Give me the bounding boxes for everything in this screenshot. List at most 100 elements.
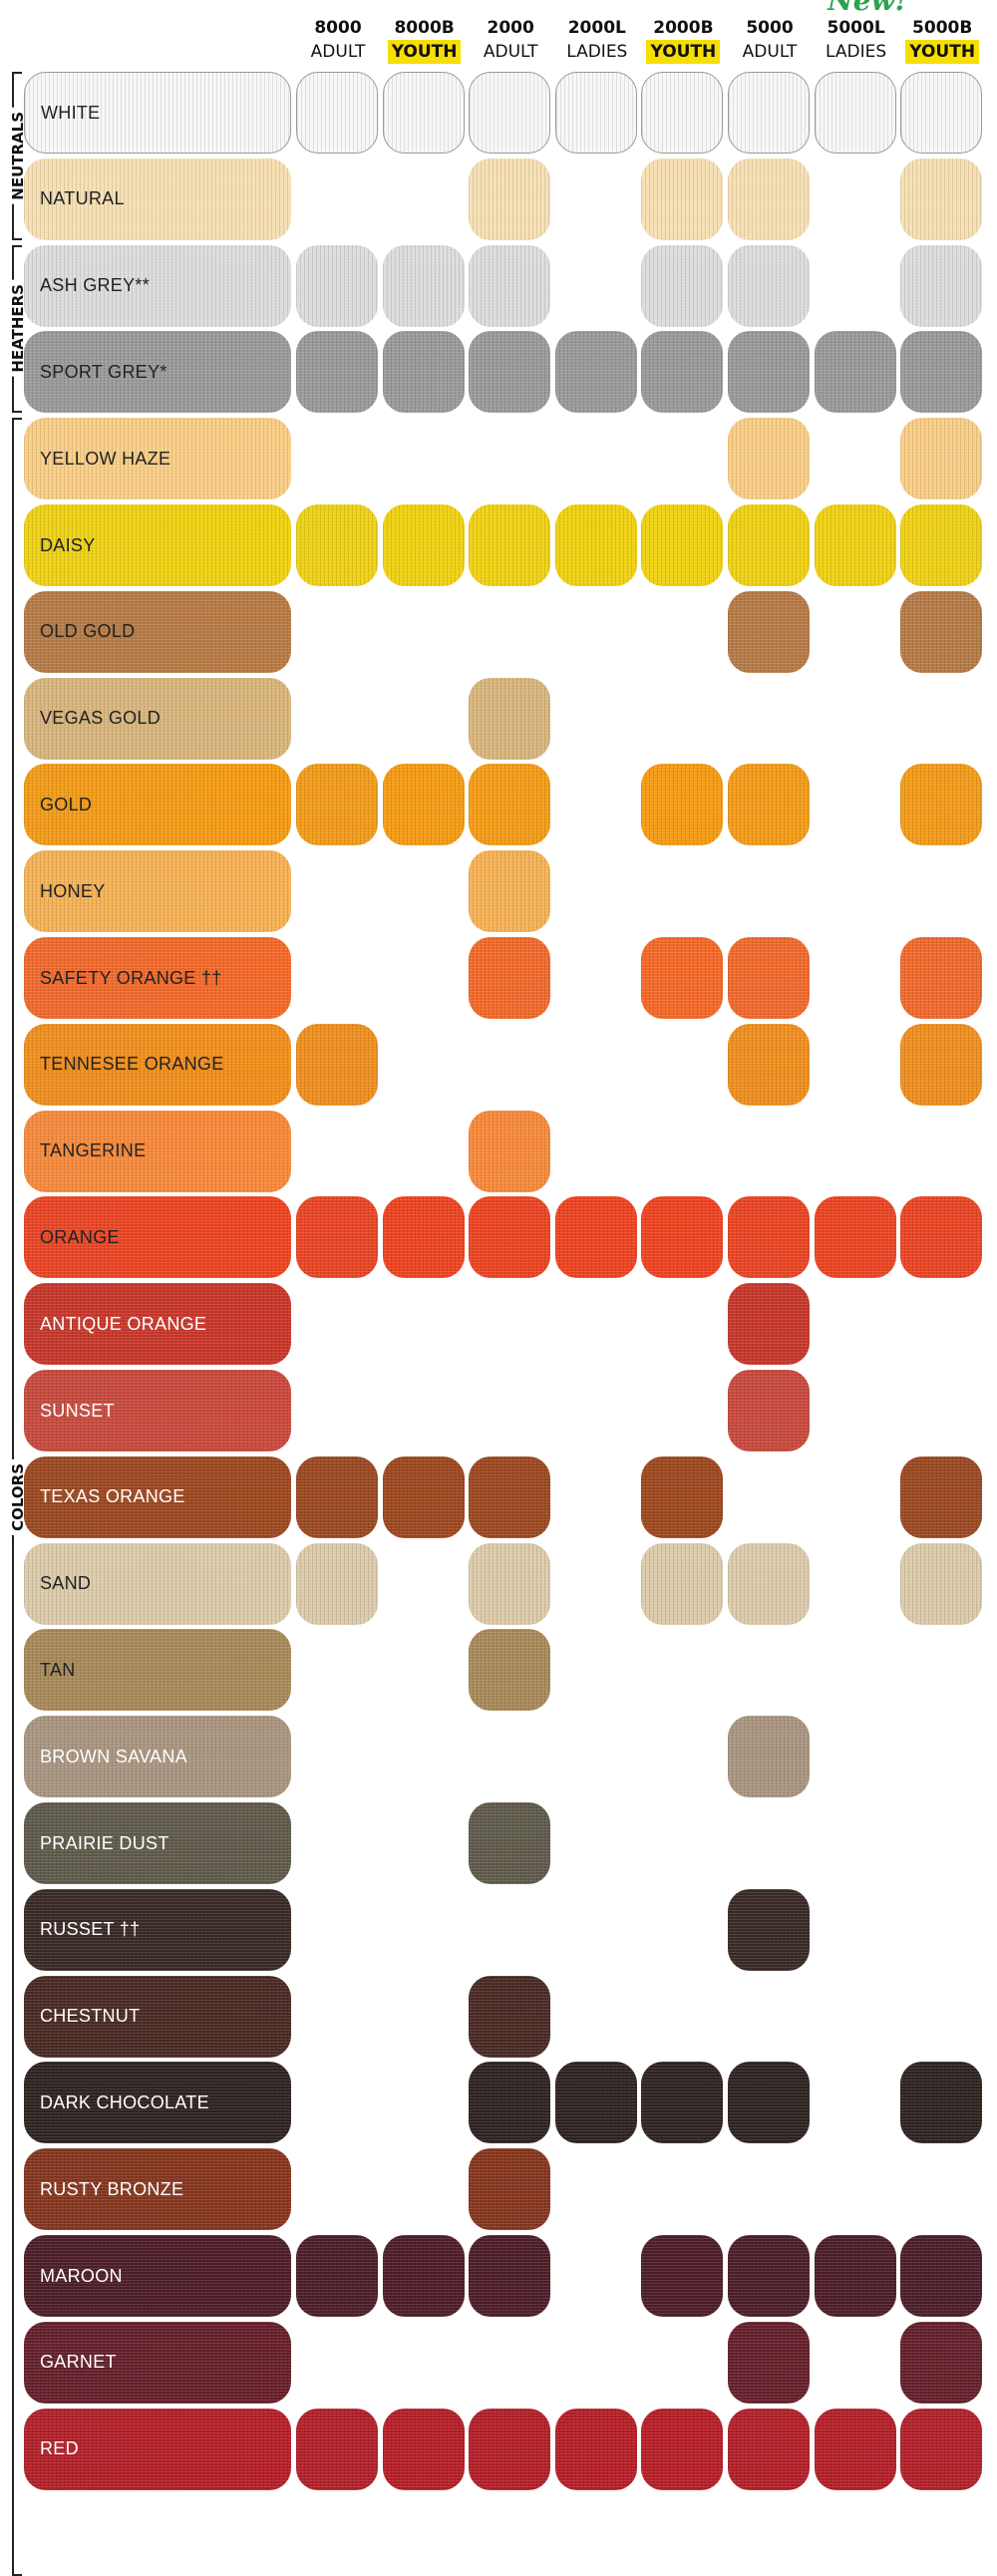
swatch-white-2000	[469, 72, 551, 154]
color-name: ASH GREY**	[40, 275, 151, 296]
swatch-tennesee-orange-8000	[296, 1023, 378, 1106]
swatch-gold-5000b	[900, 764, 983, 846]
swatch-prairie-dust-2000	[469, 1802, 551, 1884]
color-label-brown-savana: BROWN SAVANA	[24, 1716, 291, 1798]
swatch-sport-grey-5000b	[900, 331, 983, 414]
swatch-ash-grey-5000	[728, 244, 810, 327]
swatch-sport-grey-2000l	[554, 331, 637, 414]
swatch-vegas-gold-2000	[469, 677, 551, 760]
column-header-5000: 5000 ADULT	[728, 16, 812, 65]
swatch-old-gold-5000b	[900, 590, 983, 673]
swatch-sport-grey-8000b	[382, 331, 465, 414]
swatch-old-gold-5000	[728, 590, 810, 673]
swatch-sport-grey-5000l	[814, 331, 896, 414]
swatch-sand-5000	[728, 1542, 810, 1625]
swatch-daisy-2000b	[641, 504, 724, 586]
column-header-8000: 8000 ADULT	[296, 16, 380, 65]
swatch-texas-orange-2000	[469, 1455, 551, 1538]
swatch-ash-grey-8000	[296, 244, 378, 327]
swatch-rusty-bronze-2000	[469, 2148, 551, 2231]
swatch-white-2000l	[554, 72, 637, 154]
color-label-sunset: SUNSET	[24, 1370, 291, 1451]
color-label-tangerine: TANGERINE	[24, 1110, 291, 1192]
color-name: DAISY	[40, 534, 96, 555]
color-name: HONEY	[40, 880, 106, 901]
color-name: YELLOW HAZE	[40, 448, 171, 469]
color-label-vegas-gold: VEGAS GOLD	[24, 677, 291, 760]
color-label-russet: RUSSET ††	[24, 1888, 291, 1971]
swatch-red-5000b	[900, 2408, 983, 2490]
swatch-sport-grey-8000	[296, 331, 378, 414]
column-code: 5000B	[912, 18, 973, 38]
color-label-daisy: DAISY	[24, 504, 291, 586]
swatch-tennesee-orange-5000	[728, 1023, 810, 1106]
color-label-white: WHITE	[24, 72, 291, 154]
swatch-red-5000l	[814, 2408, 896, 2490]
swatch-sunset-5000	[728, 1370, 810, 1451]
swatch-white-8000	[296, 72, 378, 154]
color-name: CHESTNUT	[40, 2006, 141, 2027]
swatch-natural-5000b	[900, 158, 983, 240]
group-label: COLORS	[9, 1458, 27, 1535]
color-name: NATURAL	[40, 188, 125, 209]
swatch-maroon-8000b	[382, 2235, 465, 2317]
swatch-sand-5000b	[900, 1542, 983, 1625]
swatch-orange-8000b	[382, 1196, 465, 1279]
swatch-orange-5000	[728, 1196, 810, 1279]
swatch-gold-2000b	[641, 764, 724, 846]
swatch-garnet-5000	[728, 2321, 810, 2404]
column-code: 8000B	[394, 18, 455, 38]
swatch-daisy-5000l	[814, 504, 896, 586]
color-name: TEXAS ORANGE	[40, 1486, 185, 1507]
swatch-daisy-2000l	[554, 504, 637, 586]
color-label-natural: NATURAL	[24, 158, 291, 240]
column-style: ADULT	[742, 42, 798, 62]
color-name: RUSTY BRONZE	[40, 2178, 184, 2199]
swatch-red-8000	[296, 2408, 378, 2490]
swatch-red-2000	[469, 2408, 551, 2490]
swatch-sand-2000b	[641, 1542, 724, 1625]
color-label-rusty-bronze: RUSTY BRONZE	[24, 2148, 291, 2231]
swatch-garnet-5000b	[900, 2321, 983, 2404]
color-name: RED	[40, 2438, 79, 2459]
swatch-gold-8000b	[382, 764, 465, 846]
color-name: SPORT GREY*	[40, 361, 167, 382]
column-code: 5000L	[827, 18, 885, 38]
swatch-dark-chocolate-2000l	[554, 2062, 637, 2144]
swatch-orange-2000b	[641, 1196, 724, 1279]
swatch-antique-orange-5000	[728, 1283, 810, 1366]
swatch-ash-grey-2000	[469, 244, 551, 327]
color-name: SUNSET	[40, 1400, 115, 1421]
color-name: ORANGE	[40, 1226, 120, 1247]
color-name: GARNET	[40, 2352, 117, 2373]
swatch-red-2000b	[641, 2408, 724, 2490]
swatch-maroon-5000	[728, 2235, 810, 2317]
new-badge: New!	[828, 0, 907, 17]
column-style: ADULT	[483, 42, 538, 62]
swatch-natural-2000	[469, 158, 551, 240]
swatch-dark-chocolate-2000b	[641, 2062, 724, 2144]
column-style: YOUTH	[646, 40, 721, 64]
swatch-safety-orange-2000	[469, 937, 551, 1019]
color-label-orange: ORANGE	[24, 1196, 291, 1279]
swatch-yellow-haze-5000b	[900, 418, 983, 500]
swatch-tennesee-orange-5000b	[900, 1023, 983, 1106]
color-label-dark-chocolate: DARK CHOCOLATE	[24, 2062, 291, 2144]
swatch-daisy-2000	[469, 504, 551, 586]
swatch-maroon-2000	[469, 2235, 551, 2317]
color-name: MAROON	[40, 2265, 123, 2286]
swatch-orange-8000	[296, 1196, 378, 1279]
swatch-white-5000b	[900, 72, 983, 154]
color-name: VEGAS GOLD	[40, 708, 162, 729]
group-label: NEUTRALS	[9, 107, 27, 204]
column-code: 2000	[487, 18, 534, 38]
swatch-orange-5000b	[900, 1196, 983, 1279]
swatch-honey-2000	[469, 850, 551, 933]
column-code: 2000B	[653, 18, 714, 38]
swatch-sand-2000	[469, 1542, 551, 1625]
column-style: YOUTH	[905, 40, 980, 64]
color-name: RUSSET ††	[40, 1919, 141, 1940]
swatch-tan-2000	[469, 1629, 551, 1712]
color-label-red: RED	[24, 2408, 291, 2490]
color-label-tan: TAN	[24, 1629, 291, 1712]
